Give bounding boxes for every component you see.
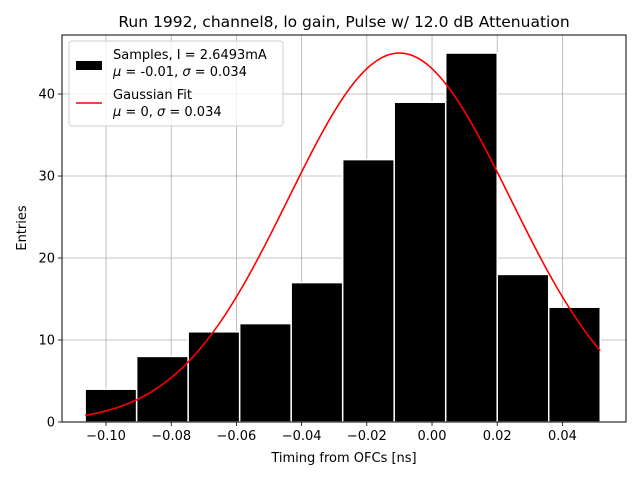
legend-samples-swatch — [76, 61, 102, 70]
x-tick-label-4: −0.02 — [347, 429, 387, 444]
x-axis-label: Timing from OFCs [ns] — [270, 451, 416, 466]
x-tick-label-2: −0.06 — [216, 429, 256, 444]
chart-title: Run 1992, channel8, lo gain, Pulse w/ 12… — [118, 13, 569, 31]
histogram-bar-5 — [341, 158, 395, 423]
x-tick-label-6: 0.02 — [483, 429, 512, 444]
legend-frame — [68, 40, 284, 127]
y-tick-label-4: 40 — [38, 88, 55, 103]
legend-samples-sigma: σ — [182, 65, 191, 80]
y-tick-label-2: 20 — [38, 252, 55, 267]
y-tick-label-1: 10 — [38, 334, 55, 349]
histogram-bar-2 — [187, 331, 241, 423]
legend-samples-line2: μ = -0.01, σ = 0.034 — [112, 65, 247, 80]
histogram-bar-9 — [547, 306, 601, 423]
histogram-bar-7 — [444, 52, 498, 423]
legend-fit-mu-value: = 0, — [121, 105, 157, 120]
y-tick-label-0: 0 — [47, 416, 55, 431]
x-tick-label-5: 0.00 — [418, 429, 447, 444]
gaussian-fit — [85, 52, 601, 417]
gaussian-fit-curve — [85, 52, 601, 417]
histogram-bar-0 — [84, 388, 138, 423]
legend-fit-sigma-value: = 0.034 — [165, 105, 221, 120]
histogram-bar-1 — [135, 355, 189, 423]
x-tick-label-0: −0.10 — [86, 429, 126, 444]
plot-area: −0.10 −0.08 −0.06 −0.04 −0.02 0.00 0.02 0.04 0 1… — [38, 34, 627, 444]
x-tick-label-7: 0.04 — [548, 429, 577, 444]
y-axis: 0 10 20 30 40 — [38, 88, 62, 431]
legend-fit-mu: μ — [112, 105, 121, 120]
histogram-bar-3 — [238, 322, 292, 423]
histogram-bar-8 — [496, 273, 550, 423]
histogram-bars — [84, 52, 601, 423]
y-axis-label: Entries — [15, 205, 30, 251]
legend: Samples, I = 2.6493mA μ = -0.01, σ = 0.0… — [68, 40, 284, 127]
legend-samples-line1: Samples, I = 2.6493mA — [113, 48, 267, 63]
y-tick-label-3: 30 — [38, 170, 55, 185]
x-axis: −0.10 −0.08 −0.06 −0.04 −0.02 0.00 0.02 0.04 — [86, 422, 577, 444]
x-tick-label-1: −0.08 — [151, 429, 191, 444]
legend-fit-line2: μ = 0, σ = 0.034 — [112, 105, 222, 120]
histogram-bar-6 — [393, 101, 447, 423]
legend-samples-sigma-value: = 0.034 — [191, 65, 247, 80]
legend-fit-line1: Gaussian Fit — [113, 88, 192, 103]
legend-samples-mu-value: = -0.01, — [121, 65, 182, 80]
histogram-bar-4 — [290, 281, 344, 423]
x-tick-label-3: −0.04 — [282, 429, 322, 444]
legend-samples-mu: μ — [112, 65, 121, 80]
plot-frame — [61, 34, 627, 423]
legend-fit-sigma: σ — [157, 105, 166, 120]
